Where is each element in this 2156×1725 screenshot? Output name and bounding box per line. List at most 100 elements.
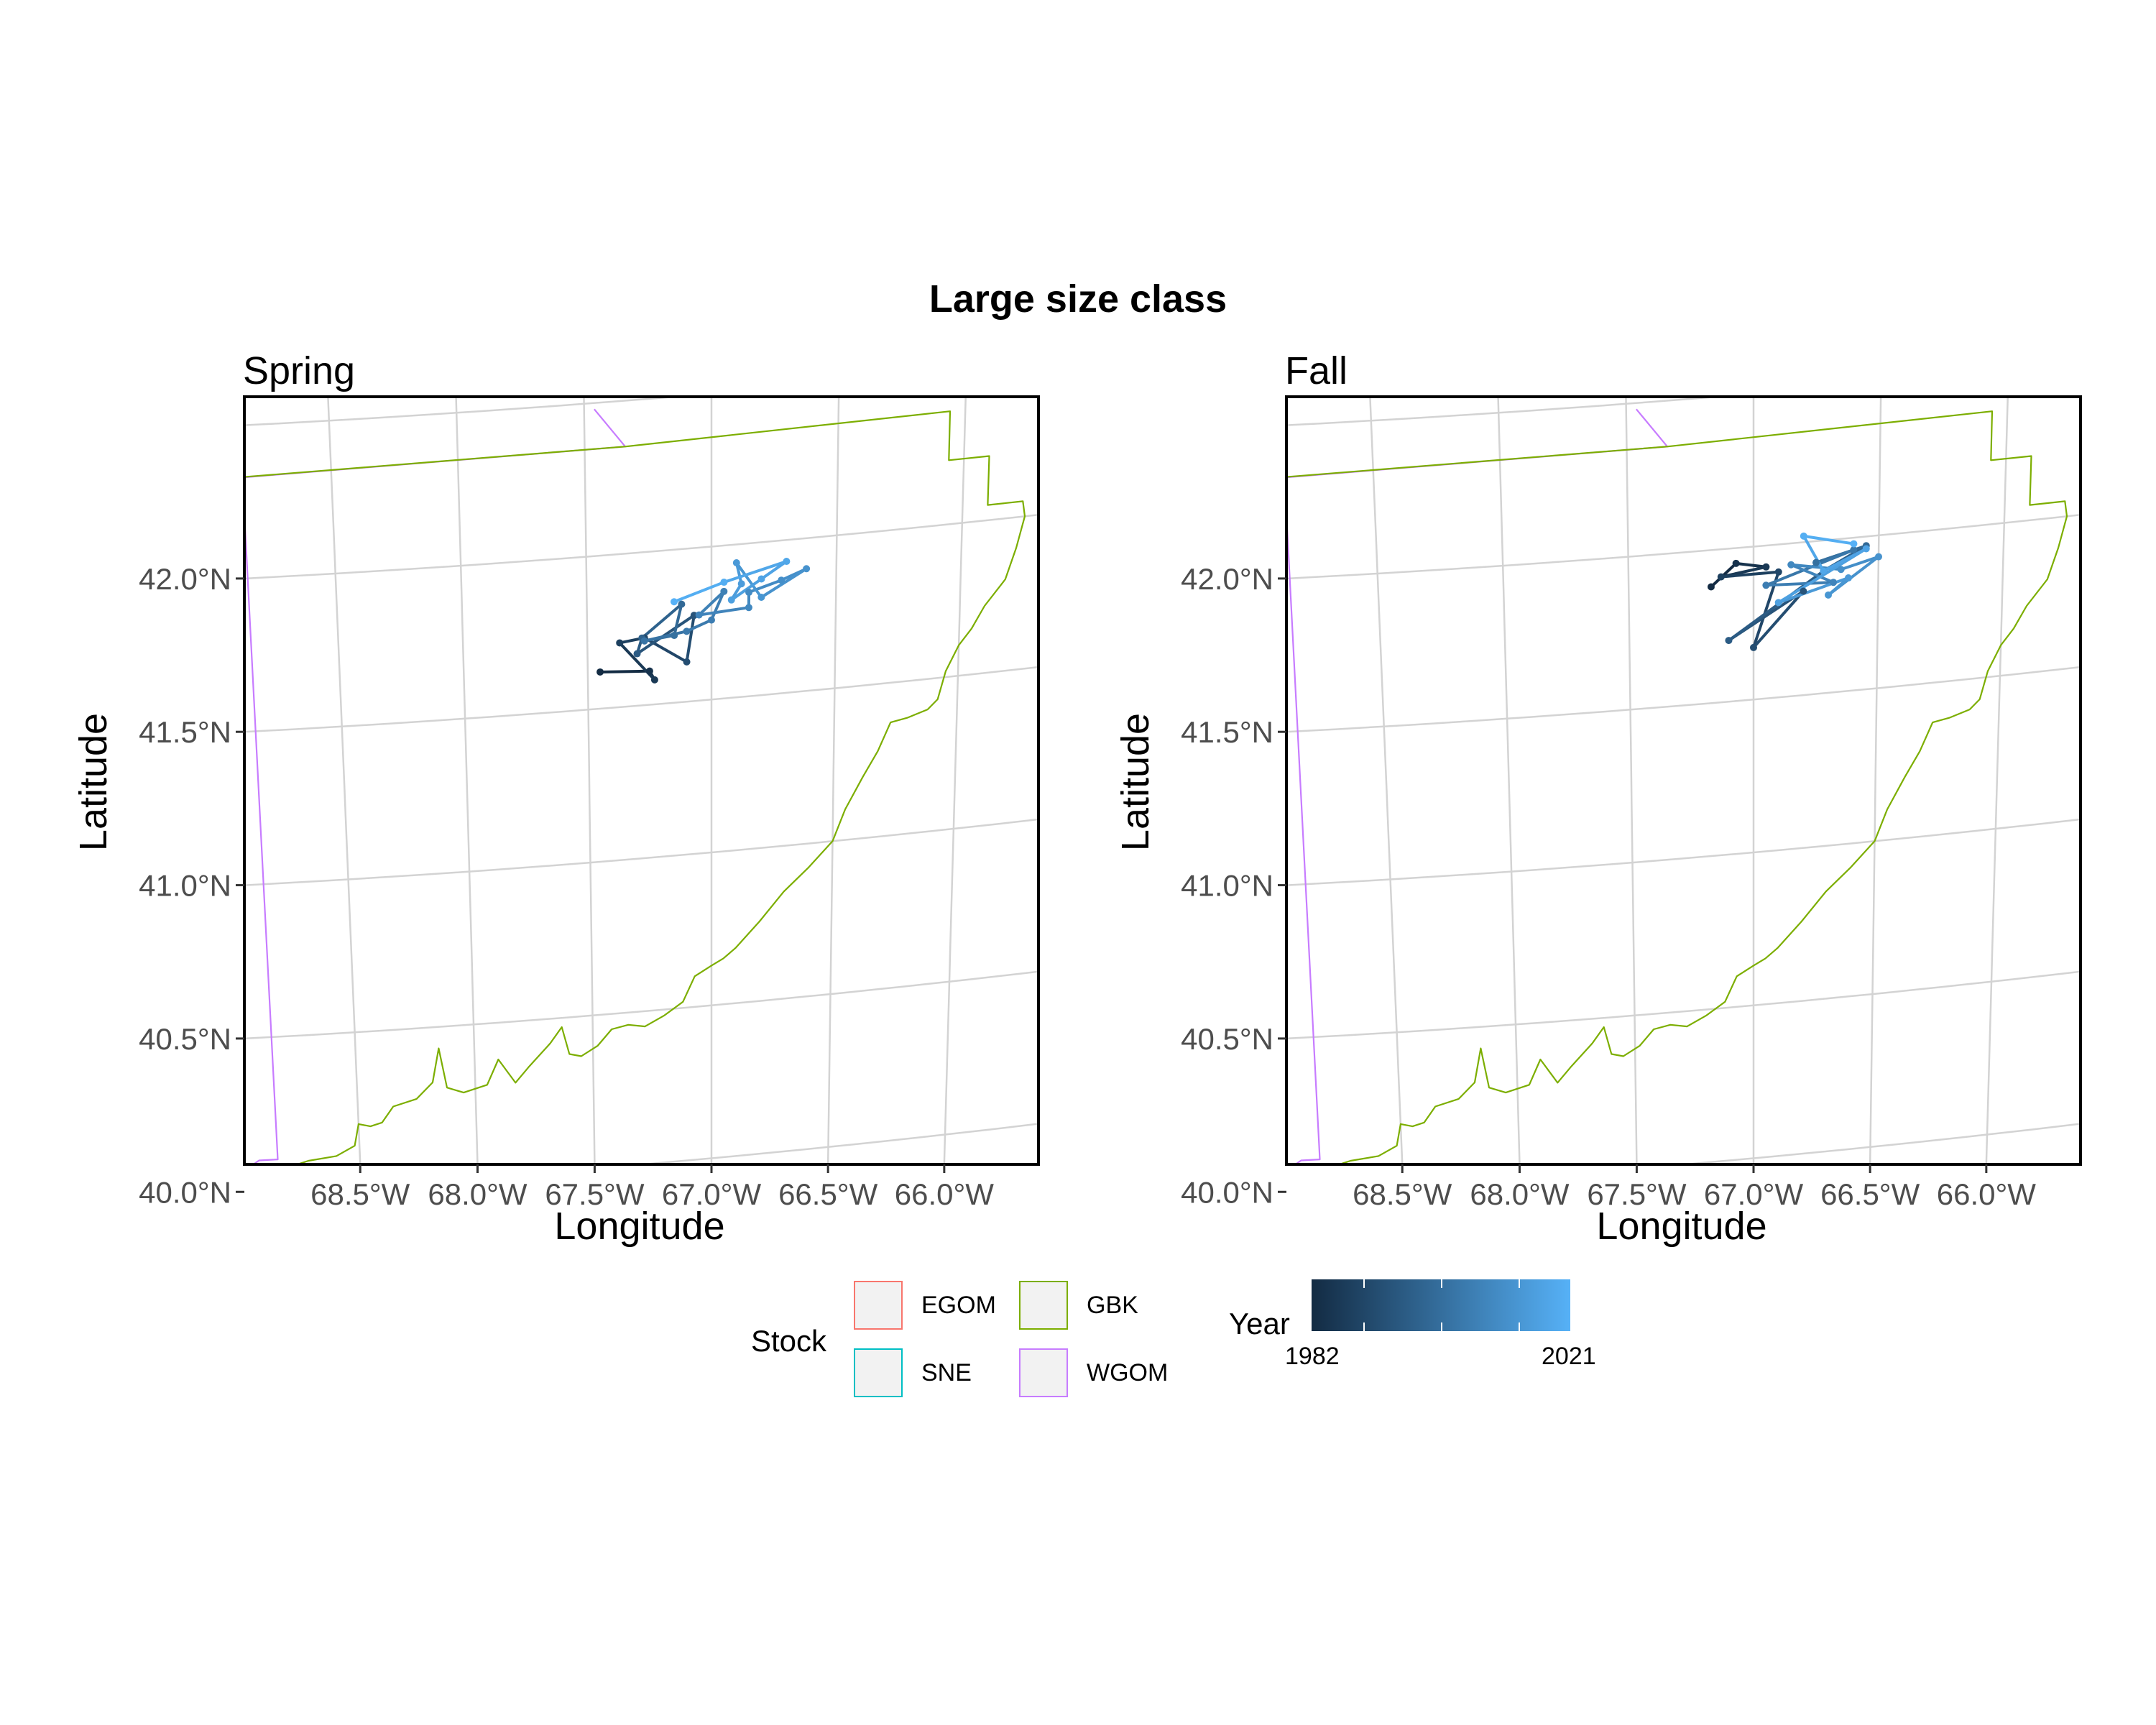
map-background xyxy=(1286,397,2081,1164)
x-tick-label: 66.0°W xyxy=(895,1177,995,1211)
year-colorbar-tick xyxy=(1363,1322,1365,1331)
centroid-track-segment xyxy=(760,560,788,581)
graticule-meridian xyxy=(1985,397,2009,1164)
centroid-track-segment xyxy=(1841,555,1879,571)
centroid-track-segment xyxy=(1827,576,1850,597)
centroid-point xyxy=(1787,561,1795,569)
centroid-point xyxy=(727,596,735,604)
centroid-track-segment xyxy=(1720,570,1779,579)
centroid-point xyxy=(1825,591,1833,599)
centroid-point xyxy=(645,667,653,675)
year-colorbar-tick xyxy=(1363,1279,1365,1288)
graticule-meridian xyxy=(943,397,967,1164)
centroid-track-segment xyxy=(640,603,683,640)
legend-key-sne xyxy=(854,1348,903,1397)
centroid-point xyxy=(1820,567,1828,575)
y-tick-label: 42.0°N xyxy=(1181,562,1273,596)
centroid-point xyxy=(1774,599,1782,607)
centroid-point xyxy=(1774,568,1782,576)
stock-legend-title: Stock xyxy=(751,1324,827,1358)
centroid-point xyxy=(1800,532,1807,540)
centroid-point xyxy=(670,598,678,606)
centroid-track-segment xyxy=(723,560,788,584)
y-tick-label: 40.5°N xyxy=(1181,1022,1273,1056)
centroid-point xyxy=(778,576,786,584)
gbk-stock-boundary xyxy=(1286,410,2068,1164)
centroid-point xyxy=(745,589,753,597)
centroid-track-segment xyxy=(699,606,750,617)
x-tick-label: 66.0°W xyxy=(1937,1177,2037,1211)
centroid-point xyxy=(640,637,648,645)
graticule-meridian xyxy=(1869,397,1882,1164)
graticule-parallel xyxy=(244,970,1038,1040)
centroid-point xyxy=(616,639,624,647)
centroid-track-segment xyxy=(600,669,650,673)
centroid-point xyxy=(1844,574,1852,582)
panel-border xyxy=(1285,395,2082,1166)
map-plot-area xyxy=(244,397,1038,1164)
graticule-parallel xyxy=(1286,970,2081,1040)
legend-label-gbk: GBK xyxy=(1087,1292,1138,1319)
map-background xyxy=(244,397,1038,1164)
y-tick-label: 41.5°N xyxy=(1181,715,1273,749)
legend-label-sne: SNE xyxy=(921,1359,972,1386)
x-tick-label: 67.0°W xyxy=(662,1177,762,1211)
x-tick-label: 66.5°W xyxy=(778,1177,878,1211)
centroid-point xyxy=(1800,587,1807,595)
graticule-parallel xyxy=(1286,397,1728,426)
y-tick-label: 41.0°N xyxy=(139,869,231,903)
centroid-track-segment xyxy=(1803,534,1854,546)
graticule-parallel xyxy=(1286,513,2081,580)
y-tick-label: 42.0°N xyxy=(139,562,231,596)
centroid-point xyxy=(1717,573,1725,581)
centroid-point xyxy=(708,616,715,624)
x-tick-label: 68.5°W xyxy=(1353,1177,1452,1211)
centroid-track-segment xyxy=(1802,535,1825,572)
x-tick-label: 68.0°W xyxy=(428,1177,528,1211)
x-tick-label: 67.0°W xyxy=(1704,1177,1804,1211)
centroid-point xyxy=(1762,563,1770,571)
legend-key-wgom xyxy=(1019,1348,1068,1397)
centroid-track-segment xyxy=(636,614,695,656)
centroid-point xyxy=(745,604,752,612)
graticule-parallel xyxy=(976,189,2156,285)
centroid-point xyxy=(1732,559,1740,567)
centroid-point xyxy=(695,611,703,619)
centroid-point xyxy=(737,580,745,588)
graticule-parallel xyxy=(244,397,686,426)
centroid-track-segment xyxy=(1752,590,1805,649)
centroid-track-segment xyxy=(748,579,782,594)
x-tick-label: 67.5°W xyxy=(545,1177,645,1211)
year-colorbar-tick xyxy=(1441,1279,1442,1288)
centroid-track-segment xyxy=(643,636,688,663)
graticule-parallel xyxy=(1286,818,2081,886)
graticule-meridian xyxy=(1369,397,1404,1164)
centroid-point xyxy=(1850,540,1858,548)
legend-label-egom: EGOM xyxy=(921,1292,996,1319)
y-tick-label: 41.0°N xyxy=(1181,869,1273,903)
centroid-point xyxy=(1812,558,1820,566)
legend-label-wgom: WGOM xyxy=(1087,1359,1169,1386)
centroid-point xyxy=(1762,581,1770,589)
y-tick-label: 41.5°N xyxy=(139,715,231,749)
centroid-point xyxy=(1850,546,1858,554)
centroid-track-segment xyxy=(698,590,725,617)
graticule-parallel xyxy=(244,513,1038,580)
centroid-track-segment xyxy=(1790,563,1834,584)
fall-x-axis-title: Longitude xyxy=(1596,1205,1767,1248)
year-colorbar xyxy=(1312,1279,1570,1331)
centroid-point xyxy=(683,658,691,666)
centroid-track-segment xyxy=(735,561,763,599)
x-tick-label: 67.5°W xyxy=(1587,1177,1687,1211)
y-tick-label: 40.0°N xyxy=(1181,1175,1273,1209)
x-tick-label: 68.5°W xyxy=(310,1177,410,1211)
year-colorbar-tick xyxy=(1441,1322,1442,1331)
centroid-track-segment xyxy=(1736,561,1766,569)
centroid-point xyxy=(1725,637,1733,645)
graticule-meridian xyxy=(327,397,361,1164)
year-colorbar-tick xyxy=(1519,1322,1520,1331)
graticule-parallel xyxy=(244,818,1038,886)
panel-border xyxy=(243,395,1040,1166)
x-tick-label: 68.0°W xyxy=(1470,1177,1570,1211)
